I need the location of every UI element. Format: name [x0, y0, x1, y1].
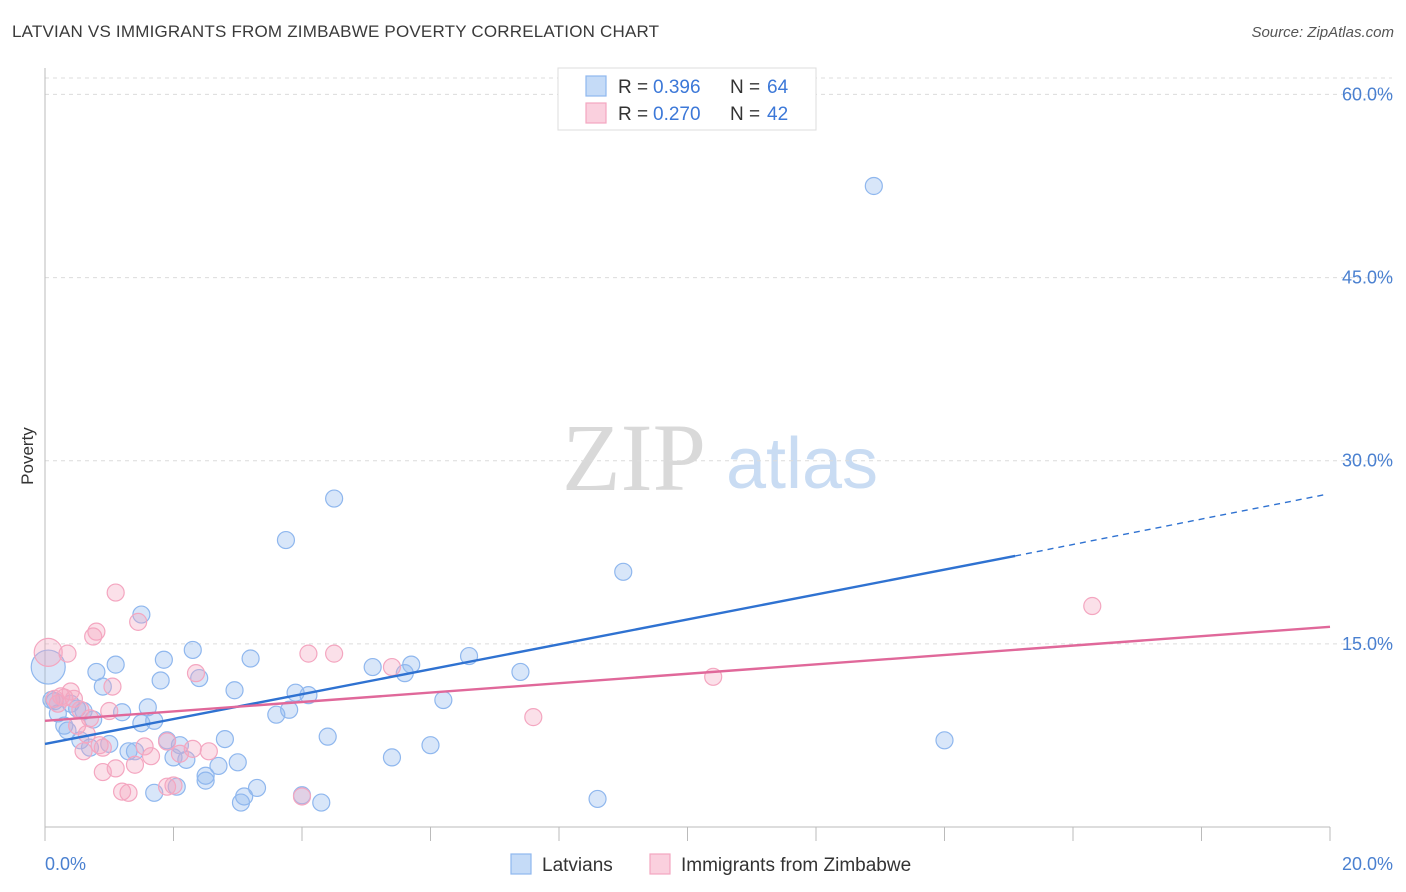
- point-latvians: [241, 649, 260, 668]
- point-latvians: [93, 677, 112, 696]
- trend-line-latvians: [44, 554, 1016, 746]
- point-zimbabwe: [325, 644, 344, 663]
- point-latvians: [55, 716, 74, 735]
- legend-swatch-latvians: [585, 75, 607, 97]
- bottom-legend-latvians: Latvians: [542, 855, 613, 876]
- point-latvians: [196, 766, 215, 785]
- point-zimbabwe: [157, 777, 177, 796]
- point-latvians: [363, 657, 382, 677]
- gridlines: [45, 77, 1392, 645]
- legend-n-value: 64: [767, 77, 789, 98]
- trend-line-latvians-extension: [1015, 494, 1324, 557]
- point-zimbabwe: [157, 732, 177, 751]
- chart-title: LATVIAN VS IMMIGRANTS FROM ZIMBABWE POVE…: [12, 22, 660, 41]
- legend-r-value: 0.270: [653, 104, 701, 125]
- bottom-legend-swatch-latvians: [510, 853, 532, 875]
- point-zimbabwe: [90, 736, 109, 755]
- point-latvians: [228, 753, 247, 772]
- data-points: [30, 176, 1102, 812]
- legend-r-value: 0.396: [653, 77, 701, 98]
- point-latvians: [864, 176, 883, 196]
- watermark-atlas: atlas: [726, 424, 878, 504]
- point-latvians: [215, 729, 234, 749]
- point-zimbabwe: [93, 738, 112, 757]
- x-tick-labels: 0.0% 20.0%: [45, 854, 1393, 874]
- point-latvians: [511, 662, 530, 682]
- point-zimbabwe: [186, 664, 206, 683]
- point-zimbabwe: [299, 644, 318, 663]
- legend-n-label: N =: [730, 104, 760, 125]
- point-latvians: [151, 671, 170, 690]
- bottom-legend-swatch-zimbabwe: [649, 853, 671, 875]
- y-tick-labels: 15.0% 30.0% 45.0% 60.0%: [1342, 84, 1393, 653]
- point-zimbabwe: [135, 737, 154, 756]
- trend-lines: [44, 494, 1331, 746]
- point-latvians: [280, 700, 299, 719]
- point-zimbabwe: [125, 755, 145, 774]
- legend-r-label: R =: [618, 104, 648, 125]
- bottom-legend: Latvians Immigrants from Zimbabwe: [510, 853, 911, 876]
- trend-line-zimbabwe: [44, 625, 1331, 722]
- legend-swatch-zimbabwe: [585, 102, 607, 124]
- point-latvians: [325, 489, 344, 508]
- point-latvians: [154, 650, 173, 669]
- y-tick-label: 60.0%: [1342, 84, 1393, 104]
- axes: [44, 68, 1331, 841]
- point-latvians: [318, 727, 337, 746]
- point-latvians: [235, 787, 254, 806]
- point-zimbabwe: [58, 644, 77, 663]
- point-latvians: [614, 562, 633, 581]
- point-zimbabwe: [382, 657, 402, 677]
- x-tick-label: 20.0%: [1342, 854, 1393, 874]
- point-zimbabwe: [183, 739, 202, 758]
- point-zimbabwe: [1083, 596, 1102, 616]
- point-zimbabwe: [112, 782, 132, 801]
- x-tick-label: 0.0%: [45, 854, 86, 874]
- point-latvians: [312, 793, 331, 812]
- point-zimbabwe: [106, 759, 125, 778]
- point-latvians: [106, 655, 125, 674]
- point-zimbabwe: [84, 627, 103, 646]
- point-zimbabwe: [164, 776, 183, 795]
- point-latvians: [225, 681, 244, 700]
- legend: R = 0.396 N = 64 R = 0.270 N = 42: [557, 67, 817, 131]
- y-axis-label: Poverty: [18, 427, 37, 485]
- point-latvians: [935, 731, 954, 750]
- point-latvians: [196, 771, 215, 790]
- point-latvians: [588, 789, 607, 809]
- point-latvians: [382, 748, 402, 767]
- bottom-legend-zimbabwe: Immigrants from Zimbabwe: [681, 855, 911, 876]
- point-zimbabwe: [524, 708, 543, 727]
- point-zimbabwe: [103, 677, 122, 696]
- point-latvians: [209, 756, 228, 776]
- y-tick-label: 15.0%: [1342, 634, 1393, 654]
- point-zimbabwe: [292, 787, 312, 806]
- point-zimbabwe: [87, 622, 106, 641]
- point-zimbabwe: [74, 742, 93, 761]
- point-latvians: [276, 530, 296, 550]
- y-tick-label: 30.0%: [1342, 451, 1393, 471]
- y-tick-label: 45.0%: [1342, 268, 1393, 288]
- legend-r-label: R =: [618, 77, 648, 98]
- legend-n-value: 42: [767, 104, 788, 125]
- point-latvians: [190, 668, 209, 688]
- source-credit: Source: ZipAtlas.com: [1251, 24, 1394, 41]
- point-latvians: [402, 655, 421, 674]
- point-zimbabwe: [119, 783, 138, 802]
- point-latvians: [421, 736, 440, 755]
- point-zimbabwe: [106, 583, 125, 602]
- watermark-zip: ZIP: [562, 404, 706, 511]
- point-zimbabwe: [129, 612, 148, 631]
- point-zimbabwe: [199, 742, 218, 761]
- legend-n-label: N =: [730, 77, 760, 98]
- point-zimbabwe: [64, 689, 84, 708]
- point-zimbabwe: [141, 747, 161, 766]
- point-zimbabwe: [33, 637, 63, 668]
- point-latvians: [434, 690, 453, 710]
- point-latvians: [183, 640, 202, 660]
- point-latvians: [30, 649, 66, 685]
- point-latvians: [247, 778, 267, 798]
